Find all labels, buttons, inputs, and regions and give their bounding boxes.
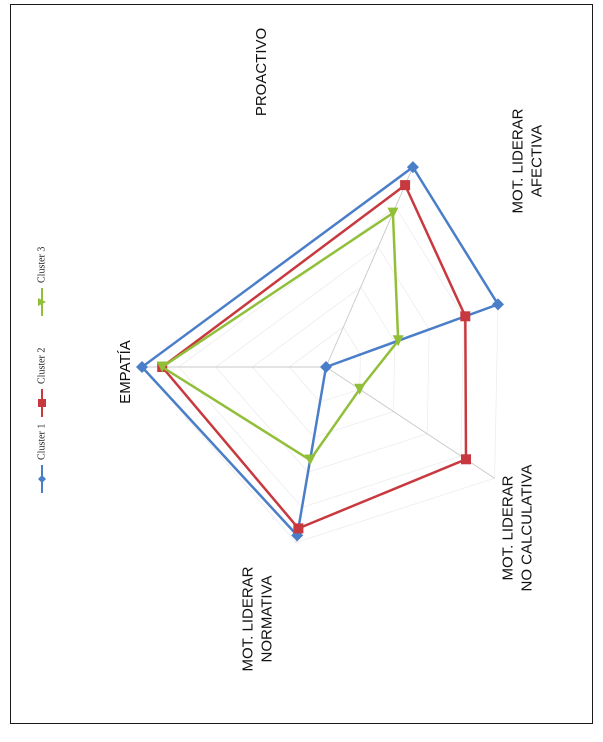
series-line-cluster-2 bbox=[160, 183, 468, 530]
data-point-cluster-1-5 bbox=[136, 361, 148, 373]
data-point-cluster-3-2 bbox=[392, 335, 404, 347]
axis-label-4-line-2: NORMATIVA bbox=[258, 576, 275, 663]
data-point-cluster-2-3 bbox=[461, 454, 471, 465]
grid-ring-4 bbox=[178, 206, 465, 508]
data-point-cluster-2-2 bbox=[460, 311, 471, 322]
chart-grid bbox=[141, 166, 499, 543]
axis-label-5-line-1: EMPATÍA bbox=[117, 340, 134, 404]
legend-label-cluster-2: Cluster 2 bbox=[36, 348, 47, 384]
data-point-cluster-3-1 bbox=[387, 207, 399, 219]
legend-entry-cluster-2: Cluster 2 bbox=[36, 348, 47, 417]
series-line-cluster-1 bbox=[140, 165, 500, 539]
series-line-cluster-3 bbox=[159, 210, 400, 462]
data-point-cluster-1-3 bbox=[320, 361, 332, 373]
grid-ring-1 bbox=[288, 326, 361, 403]
legend-label-cluster-3: Cluster 3 bbox=[36, 247, 47, 283]
axis-label-3-line-1: MOT. LIDERAR bbox=[499, 475, 516, 580]
figure-frame bbox=[10, 4, 593, 724]
axis-label-2-line-1: MOT. LIDERAR bbox=[509, 108, 526, 213]
axis-label-4-line-1: MOT. LIDERAR bbox=[239, 566, 256, 671]
axis-spoke-1 bbox=[325, 166, 414, 368]
grid-ring-2 bbox=[251, 286, 396, 438]
data-point-cluster-1-1 bbox=[406, 161, 419, 174]
data-point-cluster-3-5 bbox=[156, 361, 168, 373]
data-point-cluster-1-2 bbox=[492, 298, 504, 311]
axis-label-1-line-1: PROACTIVO bbox=[253, 28, 270, 116]
data-point-cluster-3-3 bbox=[354, 383, 366, 395]
axis-label-2-line-2: AFECTIVA bbox=[528, 125, 545, 197]
legend-label-cluster-1: Cluster 1 bbox=[36, 424, 47, 460]
data-point-cluster-2-4 bbox=[293, 523, 304, 534]
legend-entry-cluster-1: Cluster 1 bbox=[36, 424, 47, 493]
chart-legend: Cluster 1 Cluster 2 Cluster 3 bbox=[36, 247, 47, 493]
grid-ring-3 bbox=[215, 246, 430, 473]
legend-marker-cluster-2 bbox=[38, 399, 46, 407]
axis-label-3-line-2: NO CALCULATIVA bbox=[518, 465, 535, 592]
data-point-cluster-2-1 bbox=[400, 180, 411, 191]
data-point-cluster-3-4 bbox=[304, 454, 316, 466]
legend-marker-cluster-1 bbox=[38, 475, 46, 483]
chart-series bbox=[136, 161, 504, 542]
legend-marker-cluster-3 bbox=[38, 298, 46, 306]
legend-entry-cluster-3: Cluster 3 bbox=[36, 247, 47, 316]
